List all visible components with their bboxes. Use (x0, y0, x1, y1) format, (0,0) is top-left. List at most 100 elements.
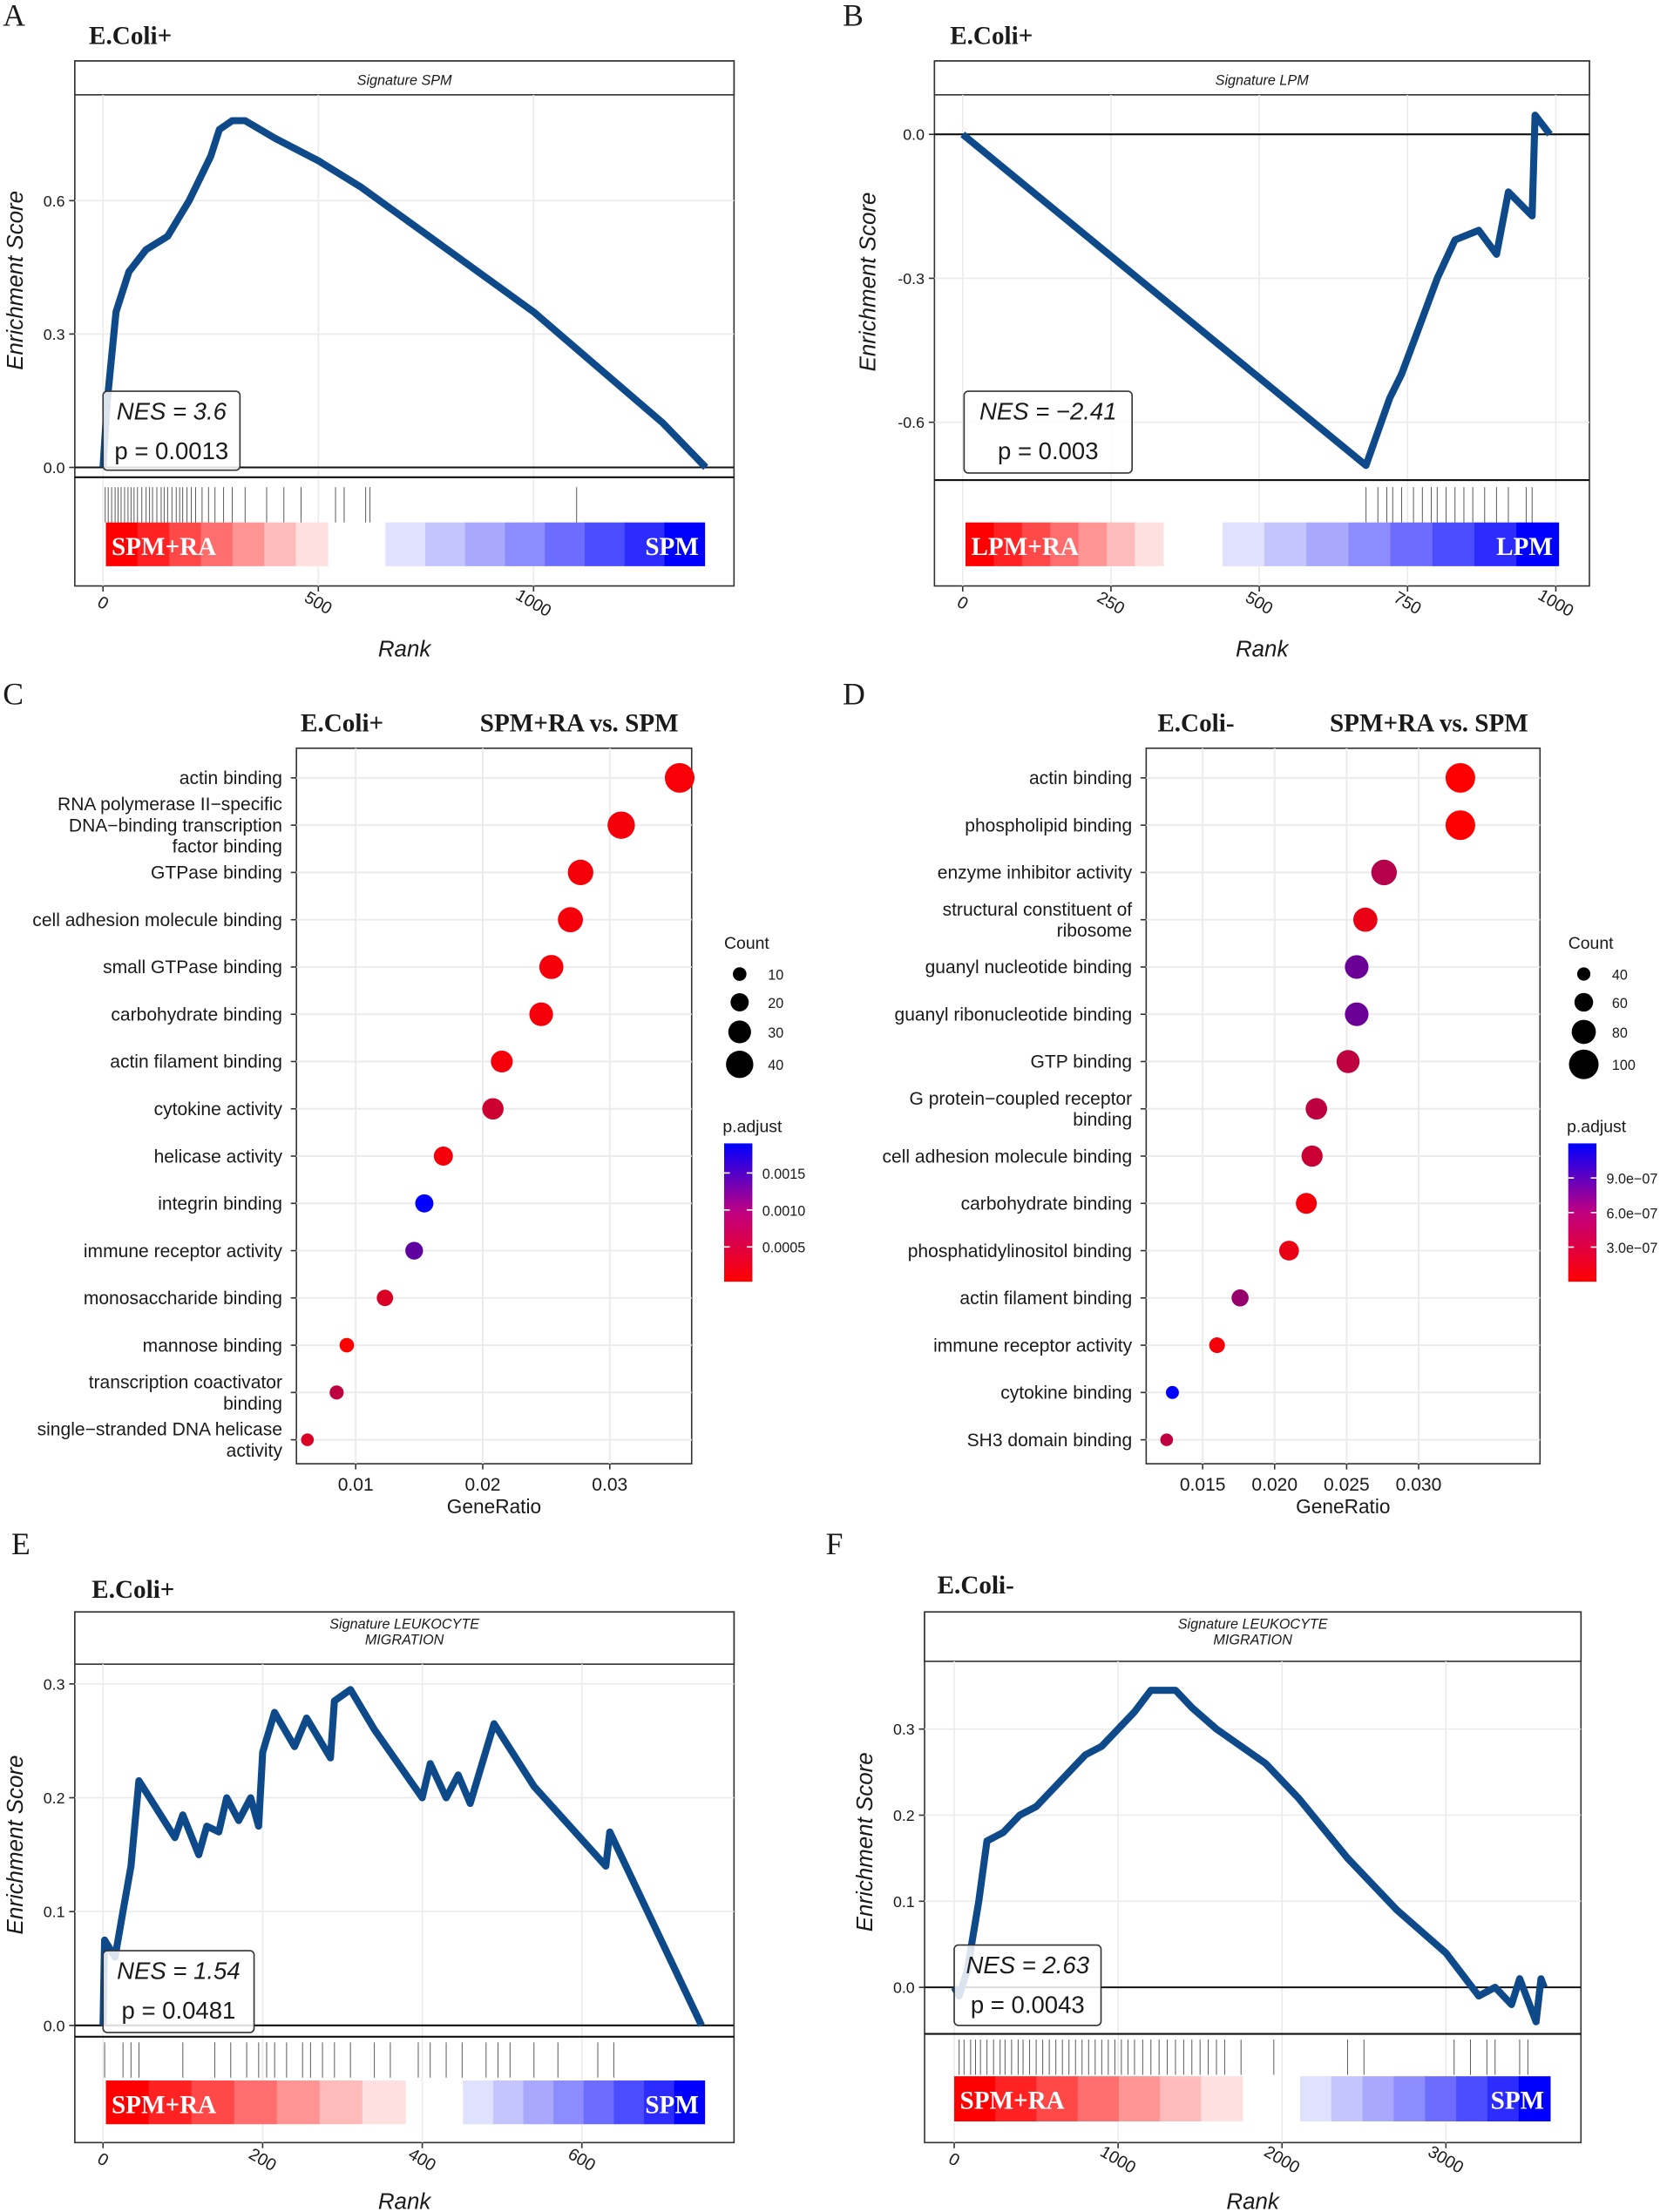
term-label: monosaccharide binding (84, 1289, 282, 1309)
term-dot (491, 1050, 513, 1073)
term-label: ribosome (1057, 921, 1133, 941)
rank-bar-segment (1021, 522, 1052, 566)
rank-bar-segment (1331, 2076, 1364, 2122)
rank-bar-segment (362, 2080, 406, 2125)
y-tick-label: 0.0 (44, 459, 65, 477)
term-label: enzyme inhibitor activity (938, 863, 1133, 883)
rank-bar-segment (385, 522, 426, 566)
rank-bar-segment (523, 2080, 555, 2125)
x-tick-label: 600 (565, 2145, 599, 2175)
size-legend-dot (728, 1020, 751, 1044)
term-label: GTP binding (1031, 1052, 1133, 1072)
nes-value: NES = 3.6 (117, 397, 227, 424)
rank-bar-segment (1078, 522, 1108, 566)
rank-bar-right-label: SPM (645, 2091, 699, 2119)
term-dot (1445, 810, 1475, 841)
rank-bar-segment (105, 2080, 150, 2125)
x-tick-label: 0.02 (465, 1475, 501, 1495)
term-dot (1336, 1050, 1360, 1073)
rank-bar-segment (1425, 2076, 1457, 2122)
x-tick-label: 200 (246, 2145, 280, 2175)
rank-bar-segment (664, 522, 706, 566)
plot-frame (1145, 747, 1541, 1465)
size-legend-dot (1574, 992, 1594, 1012)
y-tick-label: -0.6 (898, 414, 925, 431)
term-dot (415, 1194, 434, 1213)
plot-frame (924, 1611, 1582, 2144)
term-label: cytokine binding (1000, 1383, 1132, 1404)
panel-label-A: A (3, 0, 25, 32)
p-value: p = 0.003 (998, 437, 1099, 464)
rank-bar-segment (234, 2080, 278, 2125)
x-tick-label: 0.025 (1324, 1475, 1370, 1495)
rank-bar-segment (1516, 522, 1560, 566)
color-legend-label: 9.0e−07 (1606, 1172, 1657, 1187)
strip-title: Signature SPM (357, 73, 452, 89)
size-legend-label: 60 (1612, 996, 1628, 1011)
rank-bar-right-label: SPM (645, 533, 699, 561)
plot-frame (74, 60, 735, 587)
term-label: helicase activity (154, 1147, 283, 1167)
x-tick-label: 400 (405, 2145, 439, 2175)
nes-box (102, 1950, 255, 2033)
x-tick-label: 750 (1391, 588, 1425, 619)
rank-bar-segment (995, 2076, 1038, 2122)
term-dot (1278, 1241, 1299, 1261)
y-tick-label: 0.0 (44, 2017, 65, 2034)
term-dot (301, 1433, 315, 1446)
rank-bar-left-label: SPM+RA (960, 2087, 1065, 2114)
rank-bar-segment (505, 522, 546, 566)
y-tick-label: 0.6 (44, 193, 65, 210)
term-dot (376, 1289, 394, 1307)
term-label: RNA polymerase II−specific (58, 795, 282, 815)
rank-bar-segment (319, 2080, 363, 2125)
term-label: activity (227, 1441, 283, 1461)
size-legend-title: Count (1569, 934, 1614, 953)
term-label: immune receptor activity (84, 1241, 283, 1262)
rank-bar-segment (169, 522, 202, 566)
rank-bar-segment (1264, 522, 1308, 566)
term-dot (1345, 1002, 1369, 1026)
rank-bar-segment (583, 2080, 615, 2125)
color-legend-bar (724, 1143, 753, 1282)
rank-bar-segment (553, 2080, 585, 2125)
x-axis-label: Rank (1226, 2189, 1281, 2212)
term-label: cytokine activity (154, 1099, 283, 1120)
size-legend-dot (1571, 1019, 1596, 1045)
panel-title: E.Coli+ (91, 1576, 174, 1604)
panel-label-B: B (843, 0, 864, 32)
x-tick-label: 500 (1242, 588, 1276, 619)
term-label: binding (1073, 1110, 1132, 1130)
y-axis-label: Enrichment Score (853, 1752, 877, 1931)
term-label: transcription coactivator (89, 1372, 282, 1392)
rank-bar-segment (1050, 522, 1080, 566)
x-tick-label: 0 (945, 2149, 964, 2171)
rank-bar-segment (1222, 522, 1265, 566)
rank-bar-segment (1299, 2076, 1332, 2122)
strip-header (74, 1611, 735, 1665)
size-legend-label: 10 (768, 968, 783, 984)
term-dot (1166, 1385, 1179, 1399)
enrichment-curve (960, 112, 1553, 470)
size-legend-dot (730, 992, 749, 1011)
enrichment-curve (99, 117, 708, 470)
plot-frame (933, 60, 1590, 587)
term-dot (339, 1337, 355, 1353)
strip-title: Signature LEUKOCYTE (329, 1617, 479, 1633)
gsea-panel-B: E.Coli+ Signature LPM LPM+RA LPM NES = −2.41… (856, 23, 1590, 662)
rank-bar-segment (545, 522, 586, 566)
gsea-panel-A: E.Coli+ Signature SPM SPM+RA SPM NES = 3.6 p … (3, 23, 735, 662)
rank-bar-segment (624, 522, 666, 566)
panel-label-C: C (3, 677, 24, 712)
term-dot (1160, 1433, 1174, 1446)
term-dot (567, 859, 593, 886)
rank-bar-segment (105, 522, 139, 566)
color-legend-label: 0.0015 (762, 1167, 806, 1182)
term-dot (1305, 1098, 1327, 1120)
term-label: SH3 domain binding (967, 1431, 1133, 1451)
rank-bar-segment (1362, 2076, 1395, 2122)
rank-bar-segment (1306, 522, 1350, 566)
rank-bar-segment (1456, 2076, 1488, 2122)
size-legend-dot (726, 1051, 754, 1079)
